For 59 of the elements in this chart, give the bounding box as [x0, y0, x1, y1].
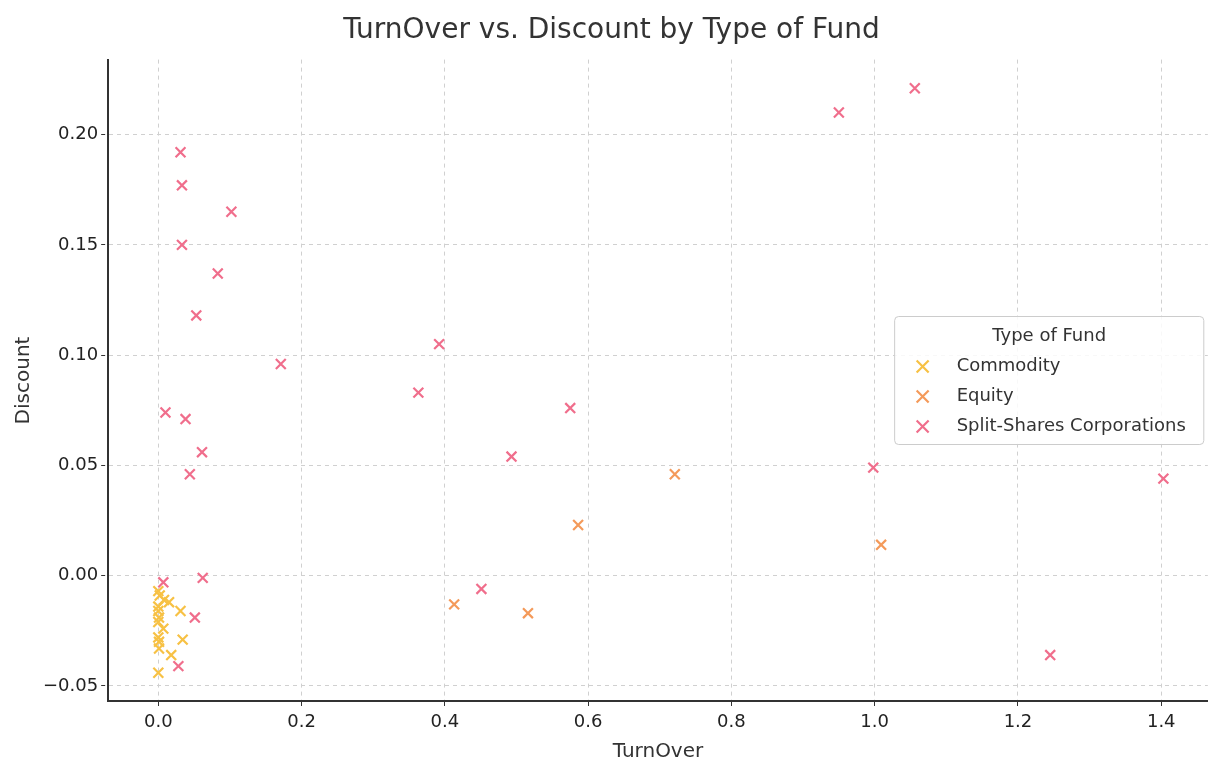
- point: [157, 622, 170, 635]
- point: [908, 82, 921, 95]
- point: [521, 607, 535, 620]
- point: [572, 518, 585, 532]
- point: [174, 146, 187, 159]
- point: [183, 468, 196, 481]
- point: [159, 406, 172, 419]
- point: [211, 267, 224, 280]
- y-tick-label: 0.10: [58, 342, 99, 364]
- y-tick-label: 0.20: [58, 122, 99, 144]
- x-tick-label: 0.6: [573, 709, 603, 731]
- y-tick-label: 0.15: [58, 232, 99, 254]
- point: [832, 106, 845, 119]
- point: [196, 571, 209, 584]
- point: [165, 649, 178, 662]
- point: [1157, 472, 1170, 485]
- point: [875, 538, 888, 551]
- x-tick-label: 0.8: [717, 709, 746, 731]
- x-tick-label: 1.0: [860, 709, 889, 731]
- x-axis-title: TurnOver: [611, 738, 705, 763]
- y-axis-title: Discount: [10, 336, 35, 425]
- point: [274, 357, 287, 371]
- legend-label: Equity: [956, 384, 1014, 406]
- point: [190, 309, 203, 322]
- point: [1044, 649, 1057, 662]
- point: [225, 205, 238, 218]
- point: [433, 338, 446, 351]
- x-tick-label: 0.2: [287, 709, 316, 731]
- point: [448, 598, 461, 611]
- point: [175, 238, 188, 251]
- point: [157, 593, 171, 606]
- y-tick-label: 0.05: [58, 453, 99, 475]
- point: [157, 576, 170, 589]
- x-tick-label: 0.4: [430, 709, 460, 731]
- x-tick-label: 1.2: [1003, 709, 1033, 731]
- point: [867, 461, 880, 474]
- y-tick-label: 0.00: [58, 563, 99, 585]
- point: [163, 596, 176, 609]
- legend-title: Type of Fund: [991, 324, 1107, 346]
- point: [564, 402, 577, 415]
- point: [188, 611, 201, 624]
- point: [668, 468, 681, 481]
- legend-label: Split-Shares Corporations: [956, 414, 1186, 436]
- chart-title: TurnOver vs. Discount by Type of Fund: [342, 12, 880, 46]
- point: [412, 386, 425, 399]
- x-tick-label: 0.0: [143, 709, 173, 731]
- point: [176, 633, 189, 646]
- x-tick-label: 1.4: [1146, 709, 1176, 731]
- point: [175, 179, 188, 192]
- legend-label: Commodity: [956, 354, 1061, 376]
- point: [172, 660, 185, 673]
- point: [152, 666, 165, 679]
- point: [152, 585, 165, 598]
- point: [505, 450, 518, 463]
- point: [179, 413, 192, 426]
- point: [195, 446, 209, 459]
- point: [475, 582, 488, 595]
- y-tick-label: −0.05: [42, 673, 99, 695]
- point: [174, 604, 187, 618]
